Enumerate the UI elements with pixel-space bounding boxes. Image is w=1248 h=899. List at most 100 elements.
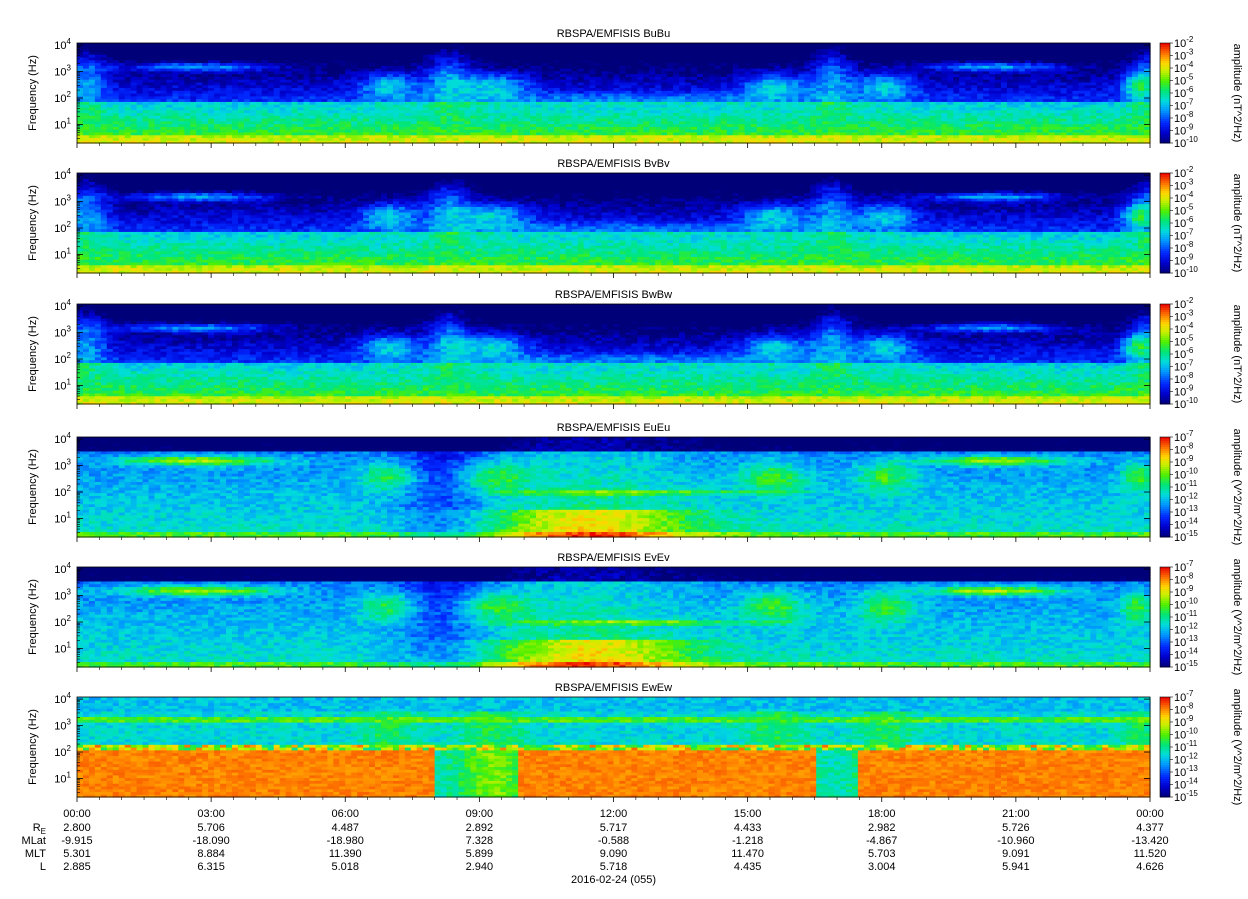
spectrogram-cell [464,43,471,46]
spectrogram-cell [500,43,507,46]
spectrogram-cell [256,43,263,46]
spectrogram-cell [369,43,376,46]
spectrogram-cell [143,43,150,46]
spectrogram-cell [226,43,233,46]
spectrogram-cell [524,43,531,46]
spectrogram-cell [453,43,460,46]
spectrogram-cell [149,43,156,46]
spectrogram-cell [470,43,477,46]
spectrogram-cell [435,43,442,46]
spectrogram-cell [160,43,167,46]
spectrogram-cell [459,43,466,46]
spectrogram-cell [196,43,203,46]
spectrogram-cell [530,43,537,46]
spectrogram-cell [631,43,638,46]
spectrogram-cell [548,43,555,46]
spectrogram-cell [286,43,293,46]
spectrogram-cell [357,43,364,46]
spectrogram-cell [184,43,191,46]
spectrogram-cell [244,43,251,46]
spectrogram-cell [709,43,716,46]
spectrogram-cell [608,43,615,46]
spectrogram-cell [268,43,275,46]
spectrogram-cell [119,43,126,46]
spectrogram-cell [381,43,388,46]
spectrogram-cell [572,43,579,46]
spectrogram-cell [625,43,632,46]
spectrogram-cell [619,43,626,46]
spectrogram-cell [321,43,328,46]
spectrogram-cell [542,43,549,46]
spectrogram-cell [131,43,138,46]
spectrogram-cell [661,43,668,46]
spectrogram-cell [602,43,609,46]
spectrogram-cell [536,43,543,46]
spectrogram-cell [292,43,299,46]
spectrogram-cell [280,43,287,46]
spectrogram-cell [518,43,525,46]
spectrogram-cell [649,43,656,46]
spectrogram-cell [441,43,448,46]
spectrogram-cell [250,43,257,46]
spectrogram-cell [643,43,650,46]
spectrogram-cell [83,43,90,46]
spectrogram-cell [637,43,644,46]
spectrogram-cell [327,43,334,46]
spectrogram-cell [351,43,358,46]
spectrogram-cell [590,43,597,46]
spectrogram-cell [375,43,382,46]
spectrogram-cell [238,43,245,46]
spectrogram-cell [417,43,424,46]
spectrogram-cell [596,43,603,46]
spectrogram-cell [488,43,495,46]
spectrogram-cell [584,43,591,46]
spectrogram-cell [309,43,316,46]
spectrogram-cell [506,43,513,46]
spectrogram-cell [393,43,400,46]
spectrogram-cell [315,43,322,46]
spectrogram-cell [178,43,185,46]
spectrogram-cell [482,43,489,46]
spectrogram-cell [77,43,84,46]
spectrogram-cell [154,43,161,46]
spectrogram-cell [172,43,179,46]
spectrogram-cell [685,43,692,46]
spectrogram-cell [137,43,144,46]
spectrogram-cell [566,43,573,46]
spectrogram-cell [494,43,501,46]
spectrogram [77,43,1151,144]
spectrogram-cell [339,43,346,46]
spectrogram-cell [614,43,621,46]
spectrogram-cell [429,43,436,46]
spectrogram-cell [405,43,412,46]
spectrogram-cell [411,43,418,46]
spectrogram-cell [560,43,567,46]
spectrogram-cell [190,43,197,46]
spectrogram-cell [578,43,585,46]
spectrogram-cell [125,43,132,46]
spectrogram-cell [512,43,519,46]
spectrogram-cell [208,43,215,46]
spectrogram-cell [298,43,305,46]
spectrogram-cell [345,43,352,46]
spectrogram-cell [304,43,311,46]
spectrogram-cell [423,43,430,46]
spectrogram-cell [214,43,221,46]
spectrogram-cell [166,43,173,46]
spectrogram-cell [95,43,102,46]
spectrogram-cell [673,43,680,46]
spectrogram-cell [262,43,269,46]
spectrogram-cell [333,43,340,46]
spectrogram-cell [220,43,227,46]
spectrogram-cell [101,43,108,46]
spectrogram-cell [89,43,96,46]
spectrogram-cell [691,43,698,46]
spectrogram-cell [667,43,674,46]
spectrogram-cell [447,43,454,46]
spectrogram-cell [202,43,209,46]
spectrogram-cell [476,43,483,46]
spectrogram-cell [363,43,370,46]
spectrogram-cell [274,43,281,46]
spectrogram-cell [232,43,239,46]
